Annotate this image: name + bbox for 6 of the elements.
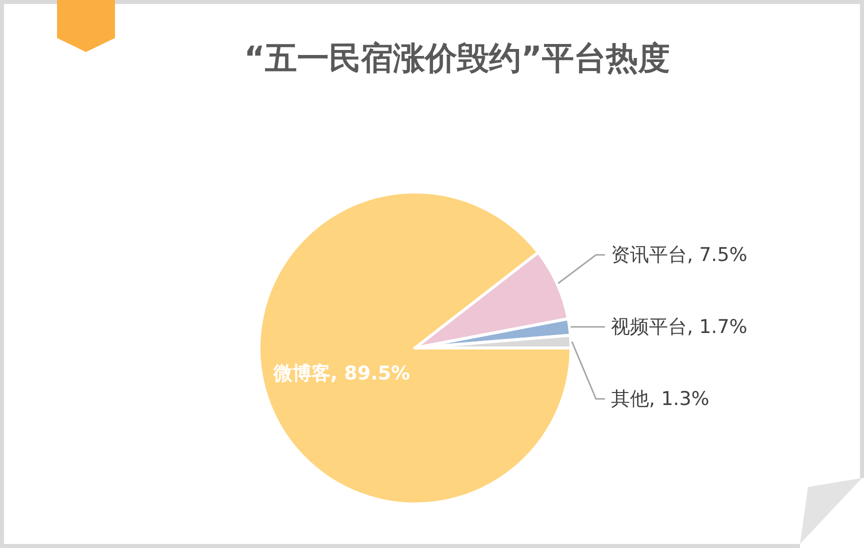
slice-label: 资讯平台, 7.5%: [611, 244, 748, 266]
slice-label: 视频平台, 1.7%: [611, 316, 748, 338]
slice-label: 微博客, 89.5%: [272, 362, 410, 384]
pie-slice: [258, 190, 572, 506]
chart-title: “五一民宿涨价毁约”平台热度: [244, 39, 670, 78]
slice-label: 其他, 1.3%: [611, 388, 710, 410]
